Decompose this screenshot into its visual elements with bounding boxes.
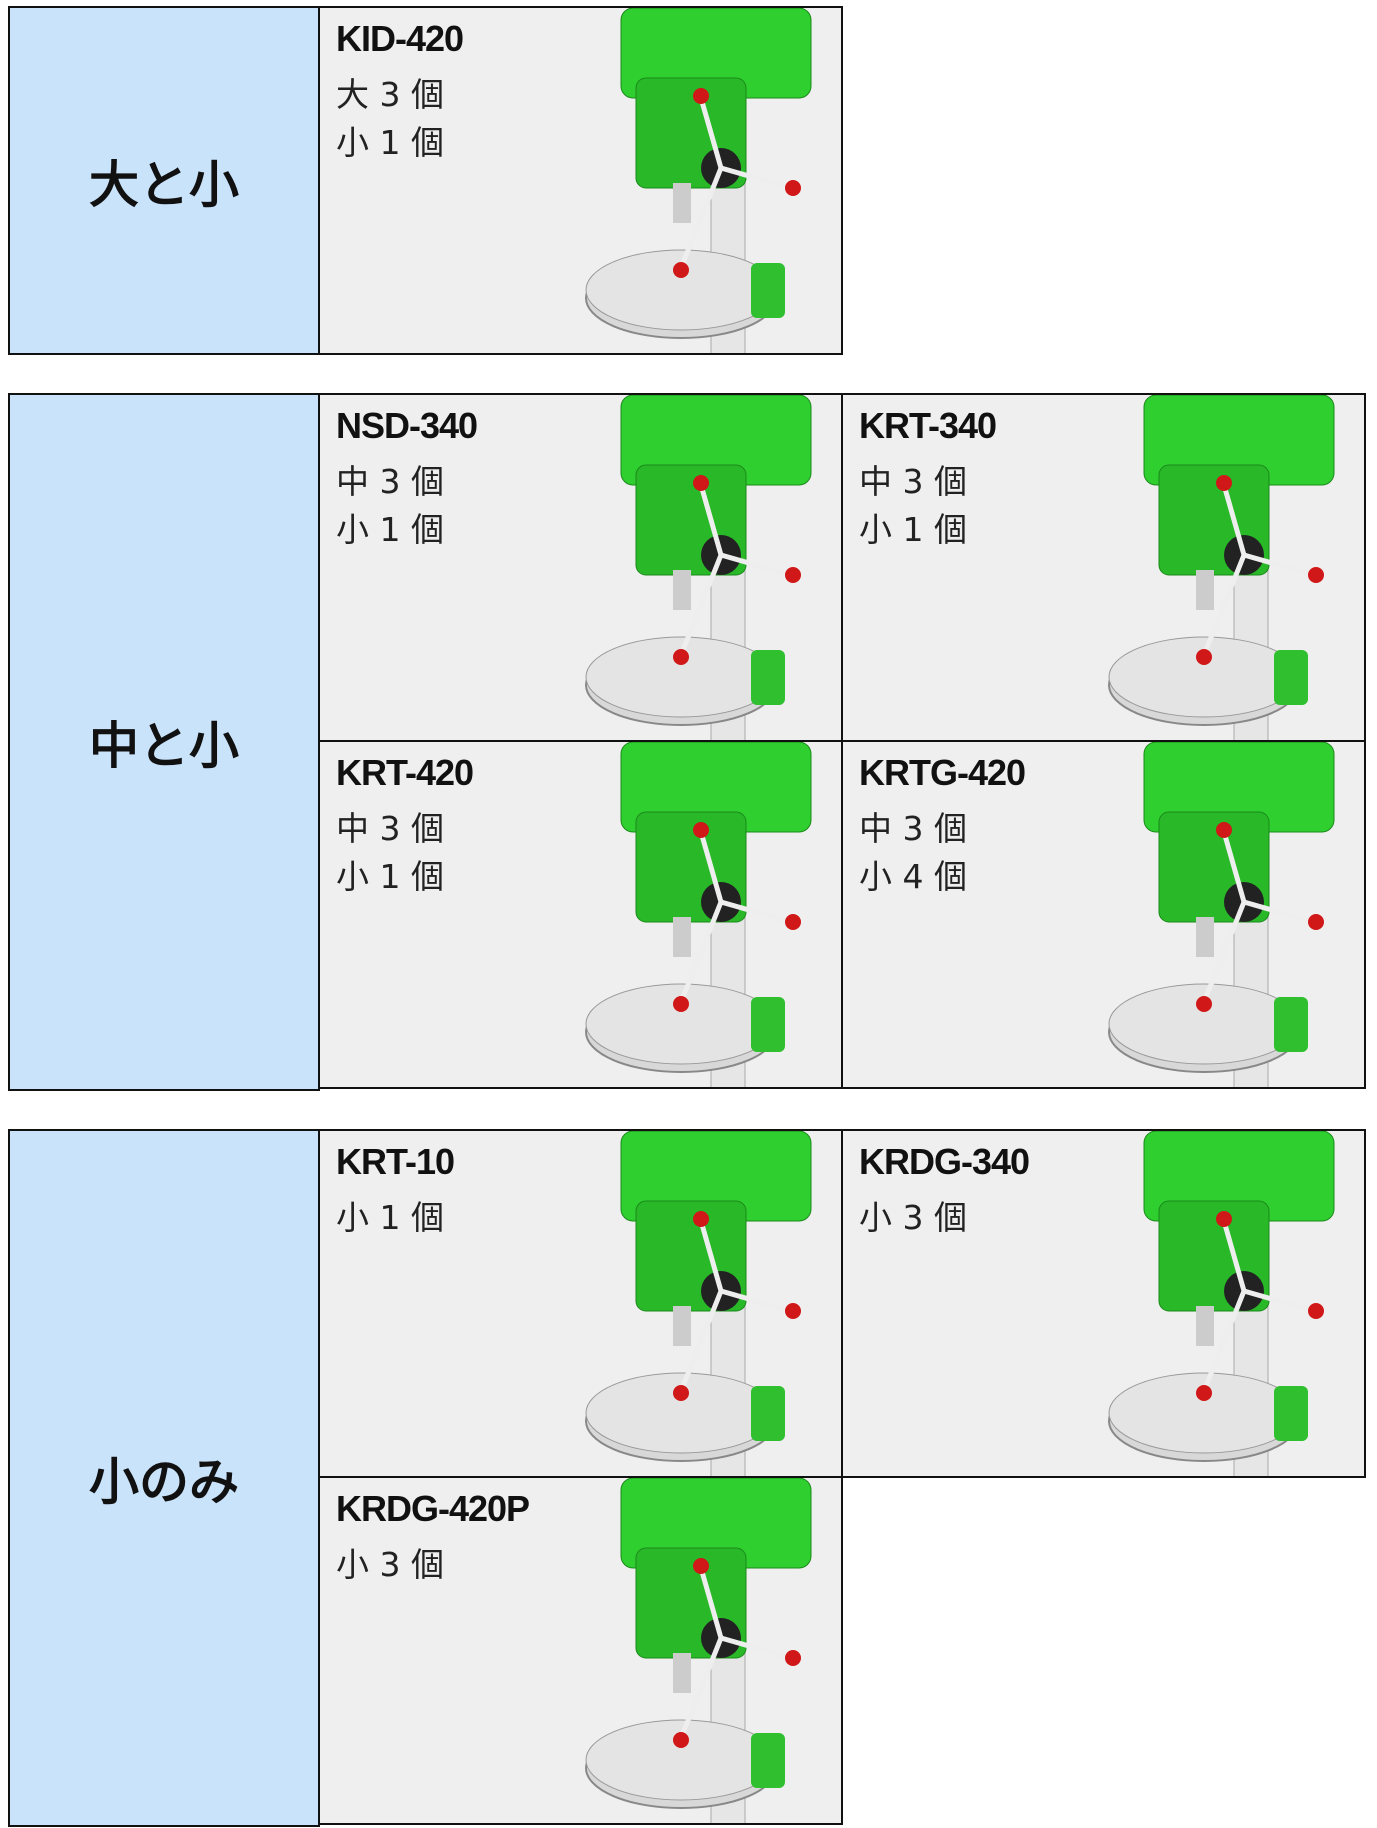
quantity: 中 3 個 bbox=[859, 462, 967, 501]
drill-illustration bbox=[1108, 742, 1335, 1087]
model-name: KID-420 bbox=[336, 18, 464, 59]
drill-illustration bbox=[585, 742, 812, 1087]
quantity: 小 1 個 bbox=[336, 510, 444, 549]
group-label: 小のみ bbox=[8, 1129, 320, 1827]
model-name: KRTG-420 bbox=[859, 752, 1026, 793]
product-cell: KRT-10 小 1 個 bbox=[318, 1129, 843, 1478]
product-cell: KRTG-420 中 3 個小 4 個 bbox=[841, 740, 1366, 1089]
quantity: 小 3 個 bbox=[336, 1545, 444, 1584]
product-cell: KID-420 大 3 個小 1 個 bbox=[318, 6, 843, 355]
drill-illustration bbox=[585, 395, 812, 740]
model-name: KRT-420 bbox=[336, 752, 474, 793]
quantity: 中 3 個 bbox=[336, 809, 444, 848]
quantity: 小 4 個 bbox=[859, 857, 967, 896]
quantity: 小 1 個 bbox=[859, 510, 967, 549]
group-label: 中と小 bbox=[8, 393, 320, 1091]
model-name: KRT-10 bbox=[336, 1141, 455, 1182]
product-cell: NSD-340 中 3 個小 1 個 bbox=[318, 393, 843, 742]
quantity: 小 3 個 bbox=[859, 1198, 967, 1237]
model-name: KRT-340 bbox=[859, 405, 997, 446]
drill-illustration bbox=[1108, 395, 1335, 740]
group-label: 大と小 bbox=[8, 6, 320, 355]
drill-illustration bbox=[1108, 1131, 1335, 1476]
product-cell: KRT-420 中 3 個小 1 個 bbox=[318, 740, 843, 1089]
model-name: KRDG-340 bbox=[859, 1141, 1030, 1182]
drill-illustration bbox=[585, 1478, 812, 1823]
quantity: 小 1 個 bbox=[336, 1198, 444, 1237]
quantity: 小 1 個 bbox=[336, 857, 444, 896]
quantity: 小 1 個 bbox=[336, 123, 444, 162]
quantity: 大 3 個 bbox=[336, 75, 444, 114]
drill-illustration bbox=[585, 1131, 812, 1476]
product-cell: KRDG-340 小 3 個 bbox=[841, 1129, 1366, 1478]
drill-illustration bbox=[585, 8, 812, 353]
model-name: KRDG-420P bbox=[336, 1488, 530, 1529]
quantity: 中 3 個 bbox=[336, 462, 444, 501]
quantity: 中 3 個 bbox=[859, 809, 967, 848]
model-name: NSD-340 bbox=[336, 405, 478, 446]
product-cell: KRDG-420P 小 3 個 bbox=[318, 1476, 843, 1825]
product-cell: KRT-340 中 3 個小 1 個 bbox=[841, 393, 1366, 742]
